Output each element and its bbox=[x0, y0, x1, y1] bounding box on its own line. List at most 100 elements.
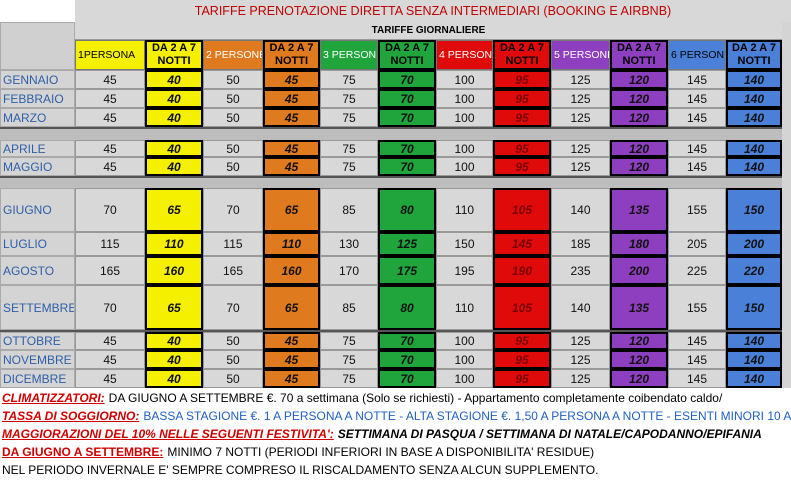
price-cell-nights: 120 bbox=[610, 89, 668, 108]
price-cell: 45 bbox=[75, 140, 145, 157]
price-cell-nights: 45 bbox=[263, 108, 320, 127]
price-cell-nights: 140 bbox=[726, 70, 782, 89]
price-cell: 70 bbox=[203, 188, 263, 232]
price-cell: 75 bbox=[320, 157, 378, 176]
price-cell-nights: 70 bbox=[378, 332, 436, 350]
column-header-nights: DA 2 A 7 NOTTI bbox=[145, 40, 203, 70]
price-cell-nights: 140 bbox=[726, 157, 782, 176]
price-cell: 145 bbox=[668, 332, 726, 350]
price-cell-nights: 40 bbox=[145, 350, 203, 369]
column-header: 3 PERSONE bbox=[320, 40, 378, 70]
price-cell: 45 bbox=[75, 157, 145, 176]
price-cell-nights: 110 bbox=[145, 232, 203, 256]
price-cell-nights: 45 bbox=[263, 70, 320, 89]
price-cell: 115 bbox=[75, 232, 145, 256]
price-cell-nights: 120 bbox=[610, 369, 668, 388]
price-cell: 75 bbox=[320, 89, 378, 108]
price-cell: 70 bbox=[75, 285, 145, 330]
note-label: MAGGIORAZIONI DEL 10% NELLE SEGUENTI FES… bbox=[2, 427, 334, 441]
price-cell: 110 bbox=[436, 285, 493, 330]
price-cell-nights: 95 bbox=[493, 70, 551, 89]
month-label: FEBBRAIO bbox=[0, 89, 75, 108]
price-cell-nights: 160 bbox=[263, 256, 320, 285]
separator-row bbox=[0, 176, 782, 188]
price-cell: 50 bbox=[203, 369, 263, 388]
price-cell-nights: 140 bbox=[726, 369, 782, 388]
note-text: NEL PERIODO INVERNALE E' SEMPRE COMPRESO… bbox=[2, 463, 599, 477]
price-cell-nights: 40 bbox=[145, 89, 203, 108]
price-cell: 100 bbox=[436, 140, 493, 157]
price-cell-nights: 120 bbox=[610, 70, 668, 89]
price-cell: 130 bbox=[320, 232, 378, 256]
price-cell: 125 bbox=[551, 70, 610, 89]
price-cell: 45 bbox=[75, 369, 145, 388]
price-cell: 140 bbox=[551, 188, 610, 232]
price-cell-nights: 70 bbox=[378, 350, 436, 369]
price-cell: 100 bbox=[436, 108, 493, 127]
price-cell-nights: 70 bbox=[378, 140, 436, 157]
column-header: 4 PERSONE bbox=[436, 40, 493, 70]
column-header: 1PERSONA bbox=[75, 40, 145, 70]
price-cell-nights: 105 bbox=[493, 285, 551, 330]
price-cell: 145 bbox=[668, 157, 726, 176]
column-header: 5 PERSONE bbox=[551, 40, 610, 70]
price-cell: 100 bbox=[436, 369, 493, 388]
price-cell: 50 bbox=[203, 89, 263, 108]
price-cell: 205 bbox=[668, 232, 726, 256]
month-label: MAGGIO bbox=[0, 157, 75, 176]
price-cell: 155 bbox=[668, 285, 726, 330]
price-cell-nights: 45 bbox=[263, 157, 320, 176]
price-cell: 50 bbox=[203, 70, 263, 89]
note-label: TASSA DI SOGGIORNO: bbox=[2, 409, 140, 423]
price-cell-nights: 95 bbox=[493, 108, 551, 127]
price-cell: 125 bbox=[551, 108, 610, 127]
column-header-nights: DA 2 A 7 NOTTI bbox=[726, 40, 782, 70]
column-header: 6 PERSONE bbox=[668, 40, 726, 70]
column-header: 2 PERSONE bbox=[203, 40, 263, 70]
price-cell: 50 bbox=[203, 157, 263, 176]
note-text: SETTIMANA DI PASQUA / SETTIMANA DI NATAL… bbox=[337, 427, 762, 441]
note-line: TASSA DI SOGGIORNO: BASSA STAGIONE €. 1 A… bbox=[2, 407, 791, 425]
note-line: CLIMATIZZATORI: DA GIUGNO A SETTEMBRE €. … bbox=[2, 389, 791, 407]
blank-cell bbox=[0, 22, 75, 70]
price-cell: 50 bbox=[203, 108, 263, 127]
price-cell-nights: 140 bbox=[726, 108, 782, 127]
notes-area bbox=[0, 388, 791, 480]
price-cell-nights: 190 bbox=[493, 256, 551, 285]
price-cell-nights: 70 bbox=[378, 70, 436, 89]
price-cell-nights: 40 bbox=[145, 108, 203, 127]
price-cell-nights: 140 bbox=[726, 350, 782, 369]
column-header-nights: DA 2 A 7 NOTTI bbox=[263, 40, 320, 70]
price-cell: 50 bbox=[203, 332, 263, 350]
price-cell: 165 bbox=[203, 256, 263, 285]
price-cell-nights: 120 bbox=[610, 332, 668, 350]
price-cell-nights: 40 bbox=[145, 332, 203, 350]
separator-row bbox=[0, 127, 782, 140]
note-text: MINIMO 7 NOTTI (PERIODI INFERIORI IN BAS… bbox=[167, 445, 595, 459]
blank-cell bbox=[0, 0, 75, 22]
price-cell-nights: 45 bbox=[263, 369, 320, 388]
month-label: GIUGNO bbox=[0, 188, 75, 232]
price-cell-nights: 40 bbox=[145, 140, 203, 157]
price-cell: 45 bbox=[75, 332, 145, 350]
price-cell-nights: 120 bbox=[610, 140, 668, 157]
price-cell: 235 bbox=[551, 256, 610, 285]
price-cell-nights: 95 bbox=[493, 89, 551, 108]
note-line: NEL PERIODO INVERNALE E' SEMPRE COMPRESO… bbox=[2, 461, 791, 479]
note-line: MAGGIORAZIONI DEL 10% NELLE SEGUENTI FES… bbox=[2, 425, 791, 443]
month-label: AGOSTO bbox=[0, 256, 75, 285]
subtitle: TARIFFE GIORNALIERE bbox=[75, 22, 782, 40]
price-cell-nights: 95 bbox=[493, 332, 551, 350]
price-cell-nights: 95 bbox=[493, 140, 551, 157]
price-cell-nights: 45 bbox=[263, 140, 320, 157]
price-cell-nights: 220 bbox=[726, 256, 782, 285]
price-cell: 70 bbox=[75, 188, 145, 232]
price-cell: 75 bbox=[320, 350, 378, 369]
column-header-nights: DA 2 A 7 NOTTI bbox=[378, 40, 436, 70]
note-label: CLIMATIZZATORI: bbox=[2, 391, 105, 405]
month-label: GENNAIO bbox=[0, 70, 75, 89]
price-cell-nights: 40 bbox=[145, 70, 203, 89]
price-cell-nights: 45 bbox=[263, 350, 320, 369]
price-cell-nights: 140 bbox=[726, 332, 782, 350]
price-cell-nights: 120 bbox=[610, 108, 668, 127]
